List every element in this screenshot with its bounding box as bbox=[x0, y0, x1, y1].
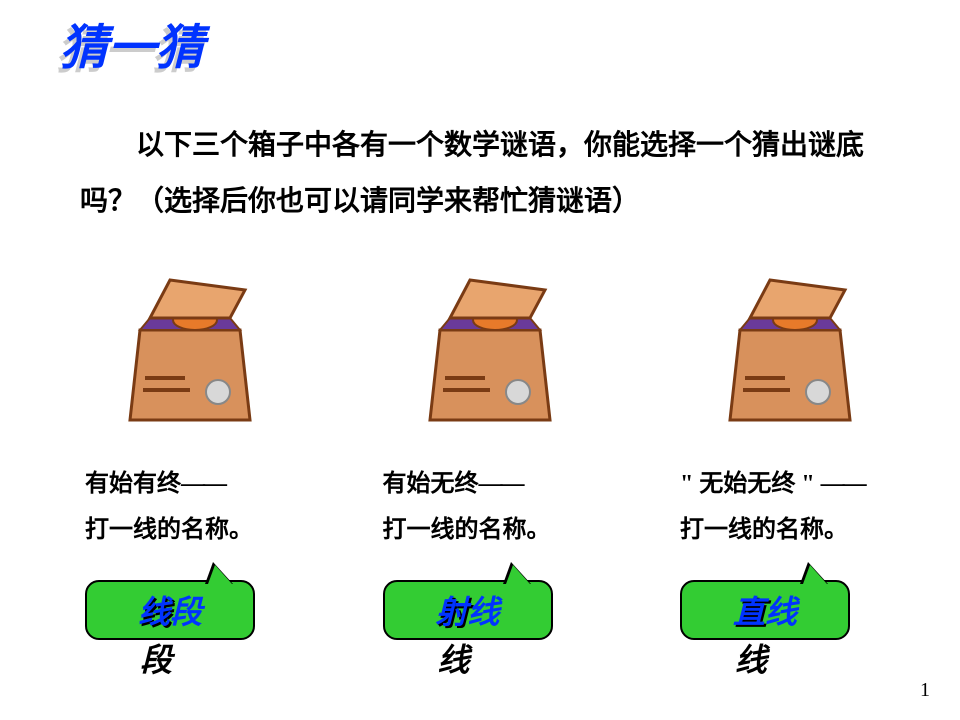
page-number: 1 bbox=[920, 679, 930, 702]
bubble-tail-icon bbox=[205, 562, 233, 584]
box-3[interactable] bbox=[700, 260, 880, 440]
box-1[interactable] bbox=[100, 260, 280, 440]
riddle-1: 有始有终—— 打一线的名称。 bbox=[85, 462, 315, 553]
bubble-tail-icon bbox=[503, 562, 531, 584]
riddle-3-line1: " 无始无终 " bbox=[680, 471, 815, 497]
riddle-2-line2: 打一线的名称。 bbox=[383, 517, 551, 543]
answer-1-text: 线段 bbox=[138, 594, 202, 630]
answer-bubble-1[interactable]: 线段 线段 bbox=[85, 580, 315, 640]
answer-bubble-3[interactable]: 直线 直线 bbox=[680, 580, 910, 640]
riddle-3-dash: —— bbox=[821, 471, 865, 497]
answer-bubble-2[interactable]: 射线 射线 bbox=[383, 580, 613, 640]
bubble-tail-icon bbox=[800, 562, 828, 584]
riddle-2-dash: —— bbox=[479, 471, 523, 497]
riddle-1-line2: 打一线的名称。 bbox=[85, 517, 253, 543]
riddle-3-line2: 打一线的名称。 bbox=[680, 517, 848, 543]
title-main: 猜一猜 bbox=[60, 22, 204, 75]
riddle-1-line1: 有始有终 bbox=[85, 471, 181, 497]
riddle-2-line1: 有始无终 bbox=[383, 471, 479, 497]
intro-text: 以下三个箱子中各有一个数学谜语，你能选择一个猜出谜底吗？（选择后你也可以请同学来… bbox=[80, 118, 900, 230]
box-2[interactable] bbox=[400, 260, 580, 440]
riddle-3: " 无始无终 " —— 打一线的名称。 bbox=[680, 462, 910, 553]
answer-3-text: 直线 bbox=[733, 594, 797, 630]
riddle-2: 有始无终—— 打一线的名称。 bbox=[383, 462, 613, 553]
answer-2-text: 射线 bbox=[435, 594, 499, 630]
riddles-row: 有始有终—— 打一线的名称。 有始无终—— 打一线的名称。 " 无始无终 " —… bbox=[85, 462, 910, 553]
page-title: 猜一猜 猜一猜 bbox=[60, 8, 204, 78]
riddle-1-dash: —— bbox=[181, 471, 225, 497]
answers-row: 线段 线段 射线 射线 直线 直线 bbox=[85, 580, 910, 640]
boxes-row bbox=[100, 260, 880, 440]
